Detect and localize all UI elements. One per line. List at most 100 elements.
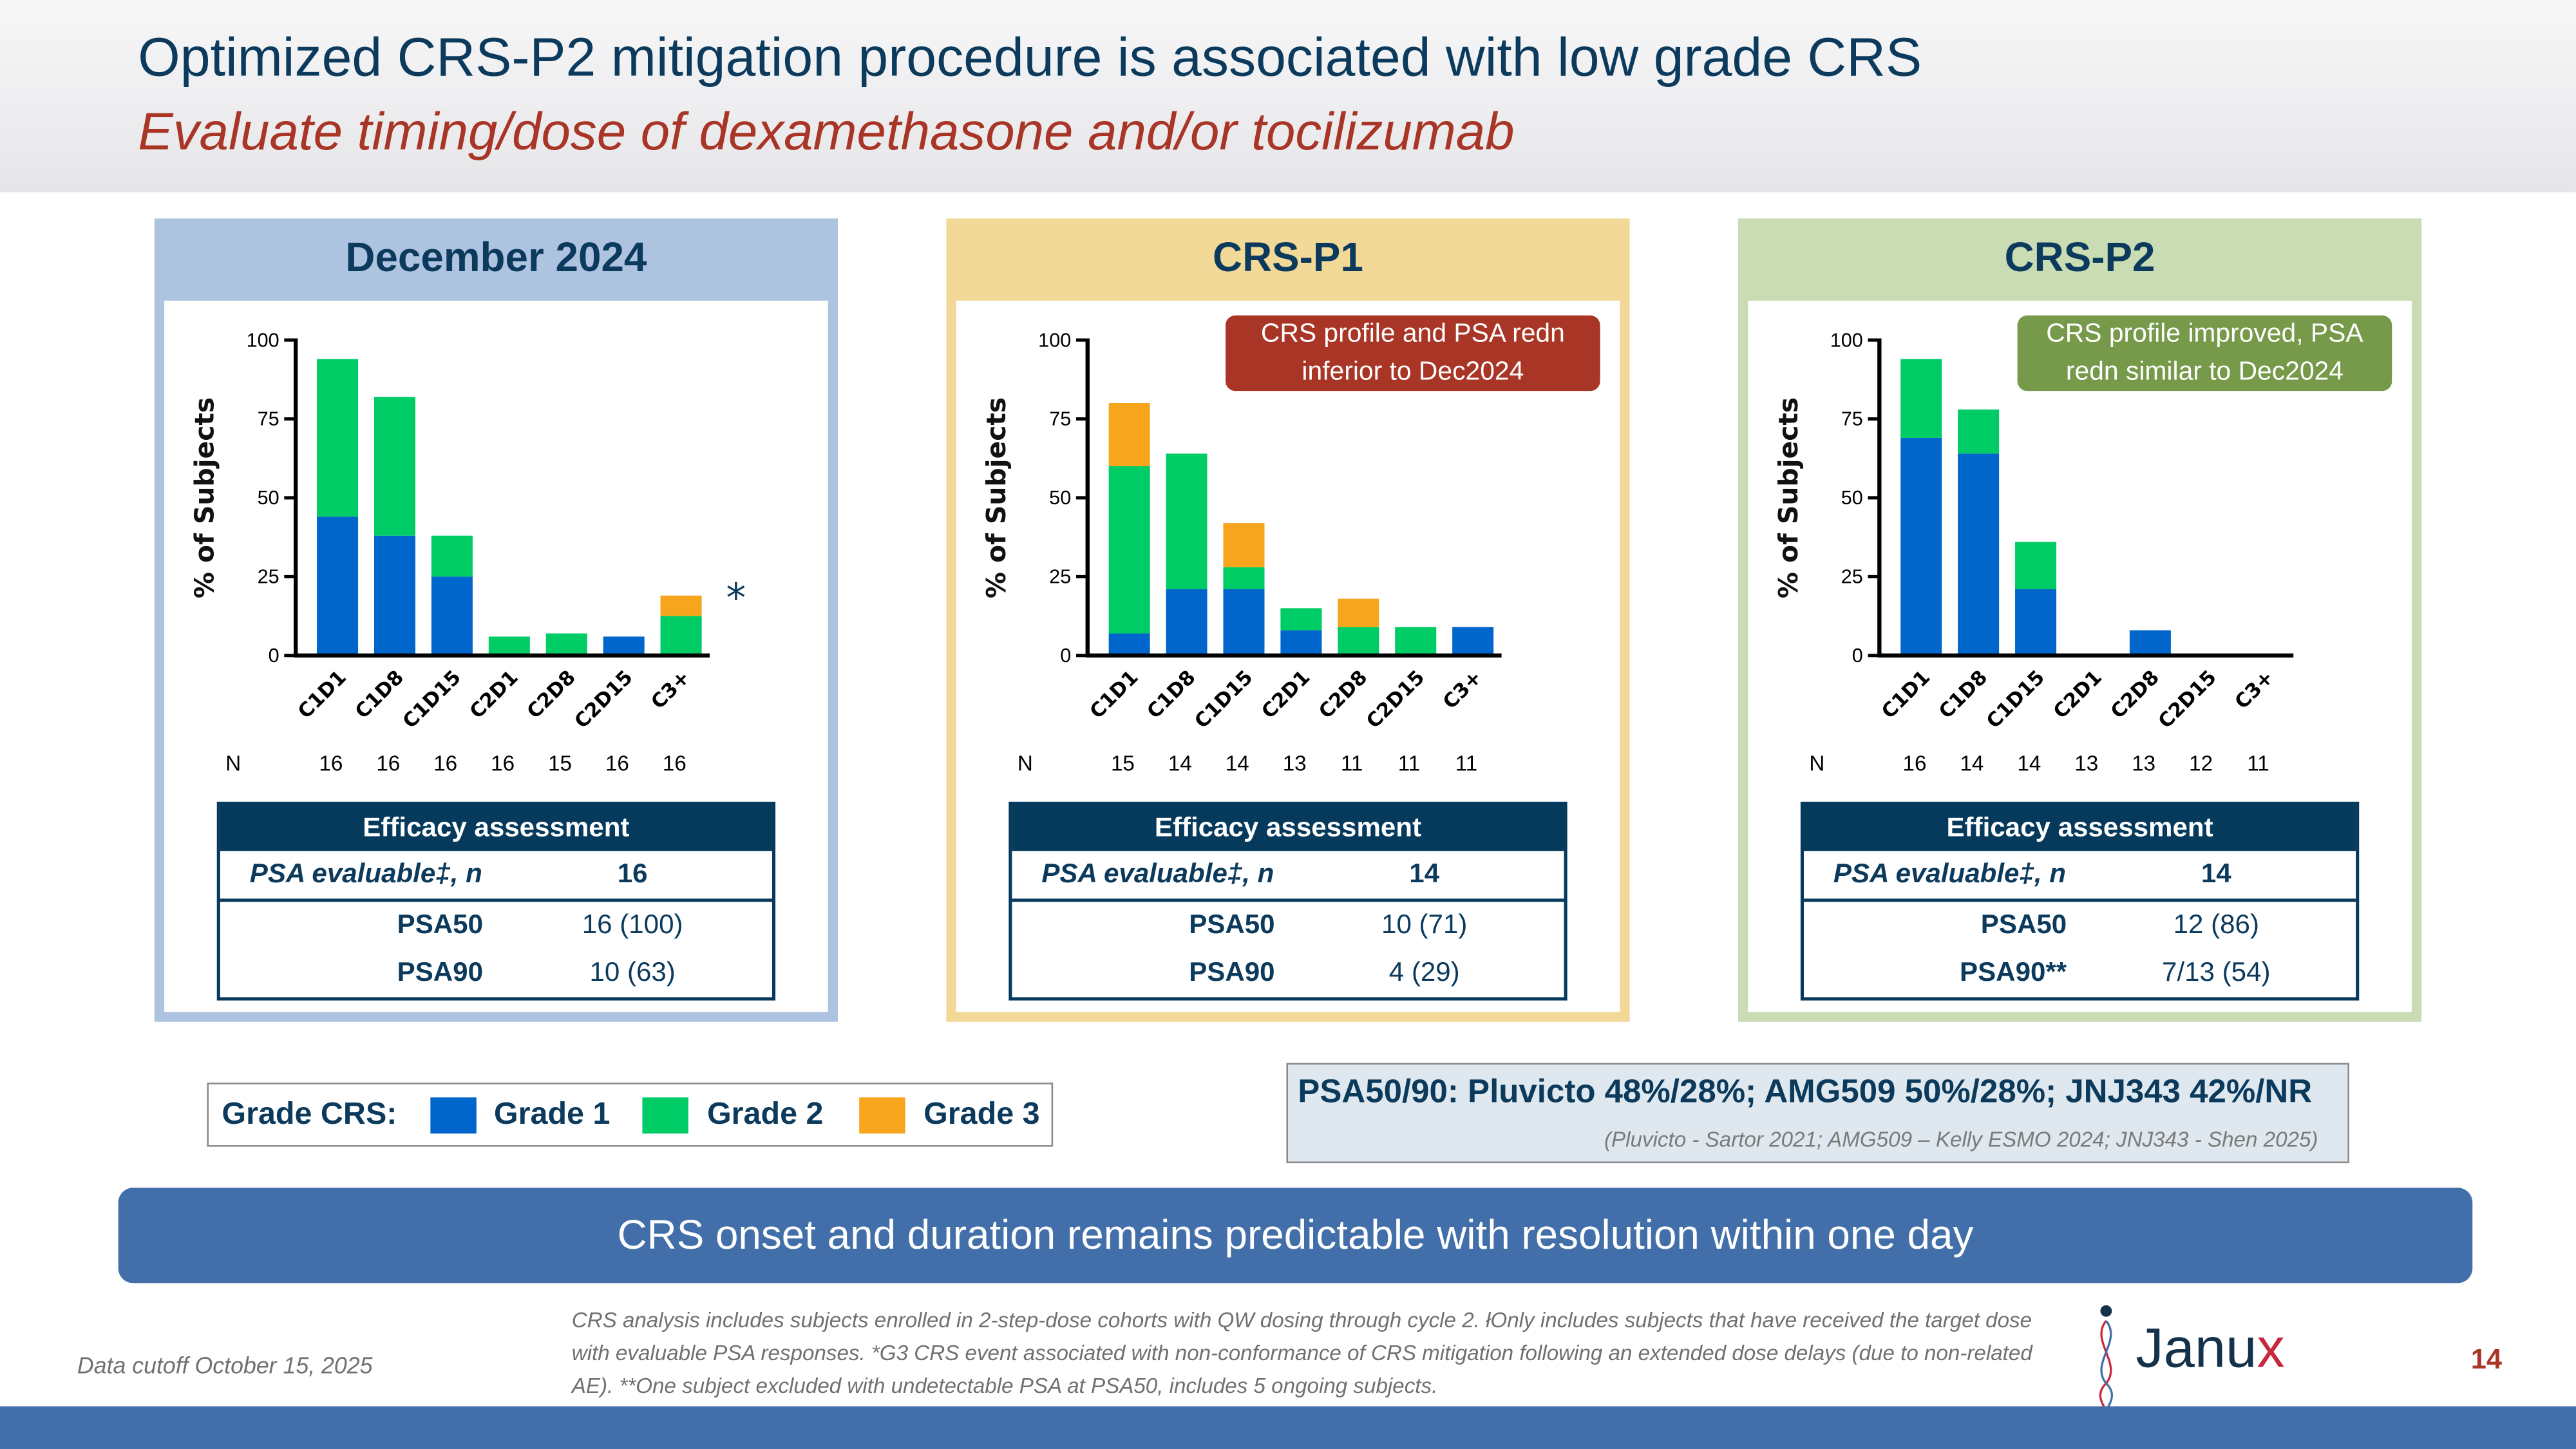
x-tick-label: C3+ bbox=[647, 666, 695, 714]
footnote: CRS analysis includes subjects enrolled … bbox=[571, 1307, 2032, 1398]
efficacy-row-label: PSA50 bbox=[397, 910, 483, 940]
bar-segment-grade-3 bbox=[1108, 403, 1150, 466]
n-value: 12 bbox=[2189, 752, 2213, 775]
n-value: 14 bbox=[1960, 752, 1984, 775]
bar-segment-grade-1 bbox=[1108, 633, 1150, 656]
legend-swatch-grade3 bbox=[859, 1096, 906, 1133]
bar-segment-grade-2 bbox=[1395, 627, 1437, 656]
x-tick-label: C1D1 bbox=[294, 666, 351, 723]
x-tick-label: C1D1 bbox=[1086, 666, 1143, 723]
efficacy-header: Efficacy assessment bbox=[220, 804, 772, 851]
bar-segment-grade-2 bbox=[1958, 409, 2000, 454]
bar-segment-grade-2 bbox=[431, 535, 473, 577]
legend-label: Grade 1 bbox=[493, 1096, 611, 1132]
efficacy-table: Efficacy assessment PSA evaluable‡, n 14… bbox=[1800, 801, 2360, 1001]
y-axis-label: % of Subjects bbox=[189, 397, 220, 598]
efficacy-table: Efficacy assessment PSA evaluable‡, n 14… bbox=[1009, 801, 1567, 1001]
x-tick-label: C2D15 bbox=[2154, 666, 2221, 733]
y-tick-label: 25 bbox=[258, 566, 279, 588]
panel-body: % of Subjects 0 25 50 75 100 C1D1 16 C1D8 14 C1D15… bbox=[1748, 300, 2412, 1012]
y-tick-label: 0 bbox=[1060, 645, 1071, 667]
n-value: 16 bbox=[376, 752, 400, 775]
bar-segment-grade-2 bbox=[2015, 542, 2057, 589]
bar-segment-grade-1 bbox=[431, 576, 473, 656]
x-tick-label: C2D1 bbox=[1258, 666, 1315, 723]
data-cutoff: Data cutoff October 15, 2025 bbox=[77, 1352, 373, 1379]
x-tick-label: C2D15 bbox=[1362, 666, 1429, 733]
x-tick-label: C1D15 bbox=[1191, 666, 1258, 733]
y-tick-label: 50 bbox=[258, 487, 279, 509]
benchmark-box: PSA50/90: Pluvicto 48%/28%; AMG509 50%/2… bbox=[1286, 1063, 2349, 1164]
key-message-banner: CRS onset and duration remains predictab… bbox=[118, 1188, 2473, 1283]
y-tick-label: 75 bbox=[1841, 408, 1863, 430]
n-value: 14 bbox=[2017, 752, 2041, 775]
benchmark-reference: (Pluvicto - Sartor 2021; AMG509 – Kelly … bbox=[1604, 1126, 2318, 1152]
bar-segment-grade-1 bbox=[374, 535, 415, 656]
bar-segment-grade-1 bbox=[1223, 589, 1265, 656]
n-value: 11 bbox=[1398, 752, 1420, 775]
y-axis-label: % of Subjects bbox=[981, 397, 1012, 598]
y-tick-label: 0 bbox=[1852, 645, 1863, 667]
efficacy-row-value: 4 (29) bbox=[1388, 958, 1460, 988]
asterisk-annotation: * bbox=[726, 575, 746, 621]
n-value: 11 bbox=[1455, 752, 1477, 775]
x-tick-label: C1D8 bbox=[1143, 666, 1200, 723]
panel-title: CRS-P2 bbox=[2004, 234, 2155, 281]
evaluable-label: PSA evaluable‡, n bbox=[1041, 859, 1274, 889]
company-logo: Janux bbox=[2083, 1305, 2330, 1414]
bar-segment-grade-1 bbox=[603, 636, 645, 656]
efficacy-row-label: PSA90 bbox=[1189, 958, 1275, 988]
x-tick-label: C2D1 bbox=[466, 666, 523, 723]
panel-crs-p2: CRS-P2 % of Subjects 0 25 50 75 100 C1D1 16 C1D8… bbox=[1738, 218, 2422, 1022]
bar-segment-grade-1 bbox=[2129, 630, 2171, 656]
n-value: 16 bbox=[319, 752, 343, 775]
callout-inferior: CRS profile and PSA redn inferior to Dec… bbox=[1226, 315, 1600, 392]
x-tick-label: C3+ bbox=[1439, 666, 1486, 714]
bar-segment-grade-2 bbox=[660, 616, 702, 656]
x-tick-label: C1D15 bbox=[399, 666, 466, 733]
benchmark-text: PSA50/90: Pluvicto 48%/28%; AMG509 50%/2… bbox=[1298, 1074, 2313, 1111]
efficacy-header: Efficacy assessment bbox=[1803, 804, 2356, 851]
bar-segment-grade-3 bbox=[660, 595, 702, 616]
x-tick-label: C1D8 bbox=[351, 666, 408, 723]
efficacy-row: PSA50 10 (71) bbox=[1012, 902, 1564, 949]
y-tick-label: 75 bbox=[1049, 408, 1071, 430]
y-tick-label: 0 bbox=[269, 645, 279, 667]
x-tick-label: C1D8 bbox=[1935, 666, 1992, 723]
legend-label: Grade 2 bbox=[706, 1096, 824, 1132]
y-tick-label: 100 bbox=[1830, 329, 1863, 351]
bar-segment-grade-3 bbox=[1338, 598, 1379, 627]
bar-segment-grade-1 bbox=[1900, 437, 1942, 656]
bar-segment-grade-2 bbox=[374, 397, 415, 536]
bar-segment-grade-2 bbox=[317, 359, 359, 517]
x-tick-label: C2D15 bbox=[571, 666, 638, 733]
bar-segment-grade-1 bbox=[317, 516, 359, 656]
bar-segment-grade-2 bbox=[1900, 359, 1942, 438]
panel-crs-p1: CRS-P1 % of Subjects 0 25 50 75 100 C1D1 15 C1D8… bbox=[946, 218, 1630, 1022]
efficacy-row: PSA50 16 (100) bbox=[220, 902, 772, 949]
n-value: 13 bbox=[1283, 752, 1307, 775]
y-tick-label: 25 bbox=[1841, 566, 1863, 588]
efficacy-row-value: 12 (86) bbox=[2173, 910, 2259, 940]
y-tick-label: 50 bbox=[1049, 487, 1071, 509]
legend-swatch-grade2 bbox=[643, 1096, 689, 1133]
x-tick-label: C1D15 bbox=[1982, 666, 2049, 733]
legend-swatch-grade1 bbox=[430, 1096, 476, 1133]
n-value: 11 bbox=[1341, 752, 1363, 775]
panel-body: % of Subjects 0 25 50 75 100 C1D1 16 C1D8 16 C1D15… bbox=[164, 300, 828, 1012]
n-value: 15 bbox=[1111, 752, 1135, 775]
logo-wordmark: Janux bbox=[2136, 1317, 2285, 1380]
y-tick-label: 75 bbox=[258, 408, 279, 430]
bar-segment-grade-2 bbox=[488, 636, 530, 656]
bar-segment-grade-2 bbox=[1166, 453, 1208, 589]
panel-december-2024: December 2024 % of Subjects 0 25 50 75 100 C1D… bbox=[154, 218, 838, 1022]
bar-segment-grade-1 bbox=[1166, 589, 1208, 656]
bar-segment-grade-1 bbox=[1280, 630, 1322, 656]
x-tick-label: C1D1 bbox=[1877, 666, 1935, 723]
legend-label: Grade 3 bbox=[923, 1096, 1040, 1132]
efficacy-row-label: PSA90** bbox=[1960, 958, 2067, 988]
bar-segment-grade-2 bbox=[1223, 567, 1265, 589]
grade-legend: Grade CRS: Grade 1 Grade 2 Grade 3 bbox=[207, 1083, 1054, 1147]
evaluable-label: PSA evaluable‡, n bbox=[1833, 859, 2066, 889]
